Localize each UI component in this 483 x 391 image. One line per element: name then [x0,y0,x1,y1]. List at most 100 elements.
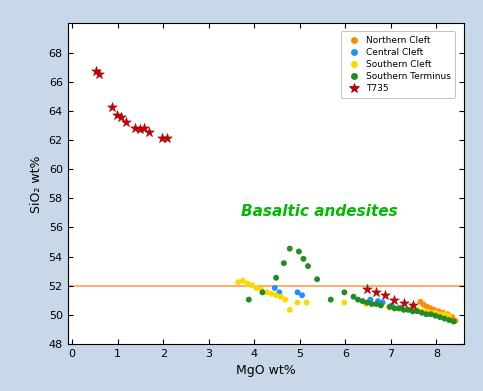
Point [257,286,265,292]
Point [163,135,170,141]
Point [424,304,431,310]
Point [313,276,321,282]
Point [363,286,371,292]
Point [368,301,376,307]
Point [398,305,406,312]
Point [239,278,247,284]
Point [271,285,279,291]
Point [391,305,398,312]
Point [440,311,448,317]
Point [131,124,139,131]
Point [113,111,121,118]
Point [341,300,348,306]
Point [280,260,288,266]
Point [362,301,369,307]
Point [409,308,416,314]
Point [432,310,440,316]
Point [430,307,438,313]
Point [253,285,260,291]
Point [117,114,125,120]
Point [404,307,412,313]
Point [136,126,143,132]
Point [374,298,382,304]
Point [408,306,415,312]
Point [294,300,301,306]
Point [448,314,456,320]
Point [388,302,396,308]
Point [423,308,430,314]
Point [426,310,433,317]
Point [282,296,289,303]
Point [436,314,444,320]
Point [420,309,427,315]
Point [263,289,271,296]
Point [234,279,242,285]
Point [354,296,362,303]
Point [108,104,116,110]
Legend: Northern Cleft, Central Cleft, Southern Cleft, Southern Terminus, T735: Northern Cleft, Central Cleft, Southern … [341,31,455,98]
Point [432,312,440,319]
Point [445,317,453,323]
Point [286,307,294,313]
Point [363,300,371,306]
Point [140,124,148,131]
Point [303,300,311,306]
Point [440,310,447,316]
Point [427,305,435,312]
Point [350,294,357,300]
Y-axis label: SiO₂ wt%: SiO₂ wt% [30,155,43,213]
Point [384,304,392,310]
Point [394,305,401,312]
Point [416,299,424,305]
Point [391,296,398,303]
Point [445,312,453,319]
Point [299,256,307,262]
Point [92,68,99,74]
Point [450,318,457,325]
Point [408,307,415,313]
Point [413,307,421,314]
Point [427,311,435,317]
Point [386,304,394,310]
Point [145,129,153,135]
Point [427,310,435,316]
Point [341,289,348,296]
Point [436,312,444,319]
Point [158,135,166,141]
Point [436,311,444,317]
Point [372,289,380,296]
Point [418,308,426,314]
Point [400,300,408,306]
Point [277,294,284,300]
Point [359,298,367,304]
Point [294,289,301,296]
Point [304,263,312,269]
Point [379,300,386,306]
Point [372,301,380,307]
Point [413,307,421,313]
Point [409,302,416,308]
Point [382,292,389,298]
Point [418,310,426,316]
Point [435,308,442,314]
Point [327,296,335,303]
Point [367,296,374,303]
Point [413,308,421,314]
Point [272,274,280,281]
Point [452,317,459,324]
Point [122,119,130,125]
Point [423,311,430,317]
Point [95,71,102,77]
Point [377,302,384,308]
Point [268,291,275,297]
Point [272,292,280,298]
Text: Basaltic andesites: Basaltic andesites [241,204,398,219]
Point [444,311,452,317]
Point [420,301,427,308]
Point [258,289,266,296]
Point [440,316,448,322]
X-axis label: MgO wt%: MgO wt% [236,364,296,377]
Point [295,248,303,255]
Point [243,280,251,287]
Point [275,289,283,296]
